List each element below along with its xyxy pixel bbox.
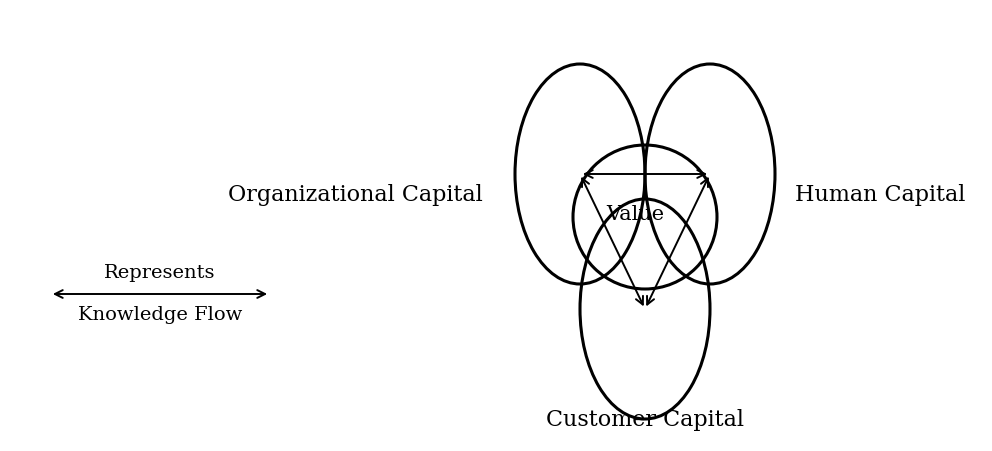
Text: Customer Capital: Customer Capital — [546, 408, 744, 430]
Text: Human Capital: Human Capital — [795, 184, 965, 206]
Text: Knowledge Flow: Knowledge Flow — [77, 305, 242, 323]
Text: Value: Value — [606, 205, 664, 224]
Text: Organizational Capital: Organizational Capital — [227, 184, 482, 206]
Text: Represents: Represents — [104, 263, 215, 281]
